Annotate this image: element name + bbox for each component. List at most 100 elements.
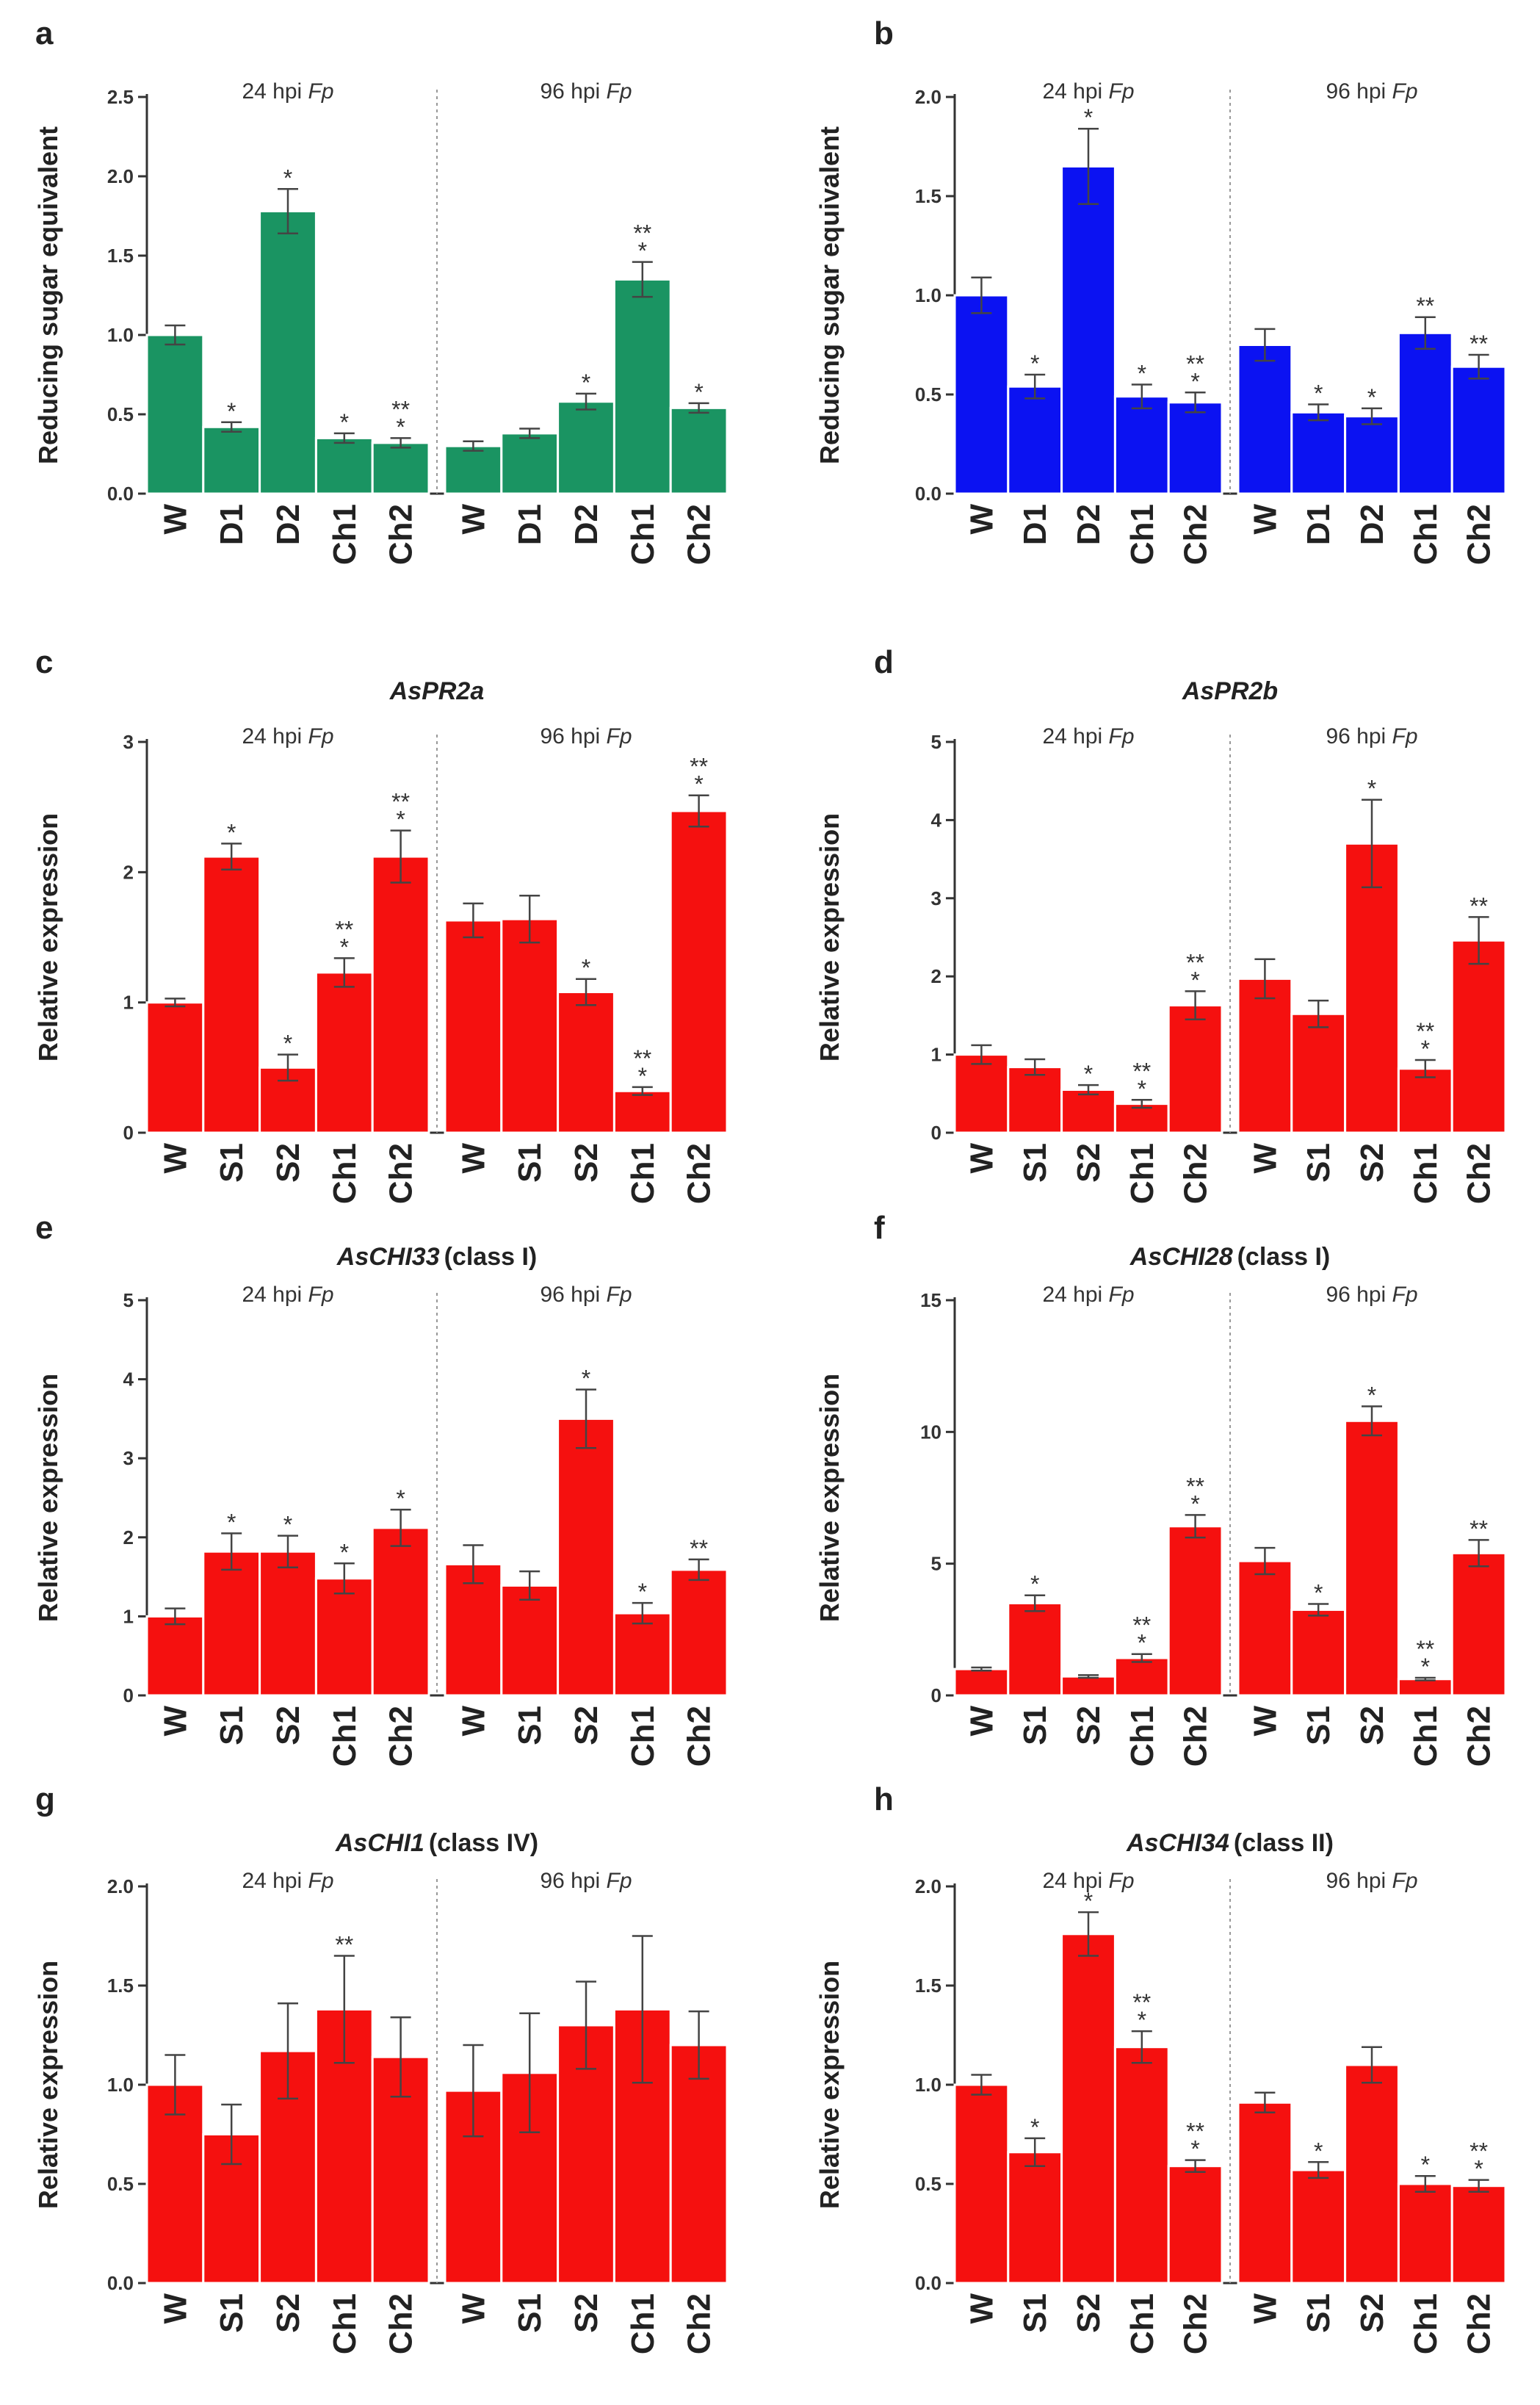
x-tick-label: S1 [512, 1706, 548, 1745]
significance-marker: * [1138, 2007, 1146, 2033]
bar-Ch2 [669, 810, 729, 1134]
x-tick-label: Ch1 [1408, 1706, 1444, 1767]
significance-marker: * [227, 819, 236, 845]
x-tick-label: Ch2 [1178, 1706, 1214, 1767]
x-tick-label: Ch2 [1178, 2293, 1214, 2354]
significance-marker: * [396, 807, 405, 833]
group-label-pathogen: Fp [1392, 1869, 1418, 1893]
significance-marker: ** [690, 1535, 708, 1562]
y-tick-label: 2 [931, 965, 941, 987]
bar-S2 [1060, 1933, 1116, 2285]
y-tick-label: 1.0 [107, 324, 134, 346]
panel-f: f AsCHI28 (class I) Relative expression 0 5 10… [814, 1210, 1507, 1767]
x-tick-label: S2 [568, 1143, 604, 1183]
significance-marker: * [582, 955, 590, 981]
x-tick-label: W [1247, 1706, 1283, 1737]
x-tick-label: S1 [1301, 1143, 1337, 1183]
panel-title: AsCHI1 (class IV) [335, 1829, 538, 1857]
x-tick-label: W [455, 1143, 491, 1174]
bar-Ch1 [314, 436, 374, 495]
significance-marker: ** [1469, 1515, 1488, 1542]
x-tick-label: W [455, 504, 491, 535]
bar-Ch1 [1113, 1656, 1170, 1697]
bar-S2 [259, 1550, 317, 1697]
group-label: 24 hpi Fp [242, 79, 333, 104]
bar-Ch2 [1167, 401, 1223, 495]
y-tick-label: 1 [123, 992, 134, 1014]
significance-marker: * [1138, 1075, 1146, 1102]
bar-Ch1 [314, 1577, 374, 1697]
y-tick-label: 0.0 [107, 483, 134, 505]
y-tick-label: 0.5 [915, 2173, 941, 2195]
x-tick-label: S1 [214, 1706, 250, 1745]
significance-marker: * [340, 1539, 349, 1565]
bar-Ch2 [669, 406, 729, 495]
group-label-text: 96 hpi [540, 724, 606, 749]
y-tick-label: 0 [123, 1122, 134, 1144]
x-tick-label: S1 [214, 1143, 250, 1183]
x-tick-label: D2 [270, 504, 306, 545]
y-tick-label: 1.5 [107, 245, 134, 267]
bar-W [1237, 2101, 1293, 2285]
bar-Ch1 [1397, 1678, 1453, 1697]
x-tick-label: Ch1 [625, 2293, 661, 2354]
x-tick-label: W [157, 1706, 193, 1737]
significance-marker: * [1190, 967, 1199, 993]
significance-marker: ** [391, 789, 410, 815]
panel-title: AsPR2a [389, 677, 485, 705]
bar-Ch2 [371, 1526, 430, 1697]
x-tick-label: W [964, 504, 999, 535]
x-tick-label: Ch2 [1178, 504, 1214, 565]
panel-label: a [35, 15, 54, 51]
x-tick-label: Ch1 [1124, 1706, 1160, 1767]
significance-marker: * [582, 369, 590, 396]
significance-marker: * [283, 165, 292, 191]
panel-label: b [874, 15, 894, 51]
x-tick-label: W [964, 2293, 999, 2324]
panel-h: h AsCHI34 (class II) Relative expression 0.0… [814, 1781, 1507, 2354]
bar-Ch1 [612, 278, 672, 495]
group-label: 24 hpi Fp [1042, 1869, 1134, 1893]
x-tick-label: Ch2 [1178, 1143, 1214, 1204]
y-axis-label: Reducing sugar equivalent [33, 126, 63, 464]
group-label-pathogen: Fp [607, 724, 632, 749]
group-label: 96 hpi Fp [1326, 79, 1417, 104]
y-axis-label: Relative expression [814, 1961, 845, 2209]
group-label-text: 96 hpi [1326, 1283, 1392, 1307]
bar-Ch2 [1167, 1004, 1223, 1134]
significance-marker: * [1367, 384, 1376, 411]
group-label: 96 hpi Fp [540, 79, 632, 104]
significance-marker: ** [1416, 1636, 1434, 1662]
significance-marker: ** [1132, 1058, 1151, 1084]
group-label-text: 96 hpi [1326, 79, 1392, 104]
bar-W [953, 2083, 1010, 2285]
y-tick-label: 4 [931, 809, 942, 831]
y-tick-label: 1.5 [915, 1975, 941, 1997]
y-axis-label: Relative expression [814, 1374, 845, 1622]
y-tick-label: 15 [920, 1289, 941, 1311]
panel-title: AsPR2b [1182, 677, 1278, 705]
bar-S2 [1344, 842, 1400, 1134]
group-label: 24 hpi Fp [242, 724, 333, 749]
bar-Ch1 [1113, 2046, 1170, 2285]
significance-marker: * [1030, 350, 1039, 377]
x-tick-label: Ch1 [1408, 1143, 1444, 1204]
x-tick-label: D2 [1354, 504, 1390, 545]
group-label-text: 96 hpi [1326, 1869, 1392, 1893]
significance-marker: * [1084, 104, 1093, 131]
y-tick-label: 3 [123, 1447, 134, 1469]
significance-marker: * [1421, 2152, 1430, 2178]
significance-marker: ** [1186, 1473, 1204, 1499]
panel-title: AsCHI33 (class I) [336, 1243, 537, 1271]
x-tick-label: S2 [1354, 1706, 1390, 1745]
x-tick-label: Ch1 [1124, 2293, 1160, 2354]
significance-marker: * [283, 1512, 292, 1538]
x-tick-label: S1 [512, 2293, 548, 2333]
x-tick-label: S1 [1017, 1706, 1053, 1745]
y-tick-label: 1 [123, 1605, 134, 1627]
x-tick-label: W [1247, 504, 1283, 535]
x-tick-label: W [1247, 2293, 1283, 2324]
y-axis-label: Reducing sugar equivalent [814, 126, 845, 464]
x-tick-label: W [455, 1706, 491, 1737]
